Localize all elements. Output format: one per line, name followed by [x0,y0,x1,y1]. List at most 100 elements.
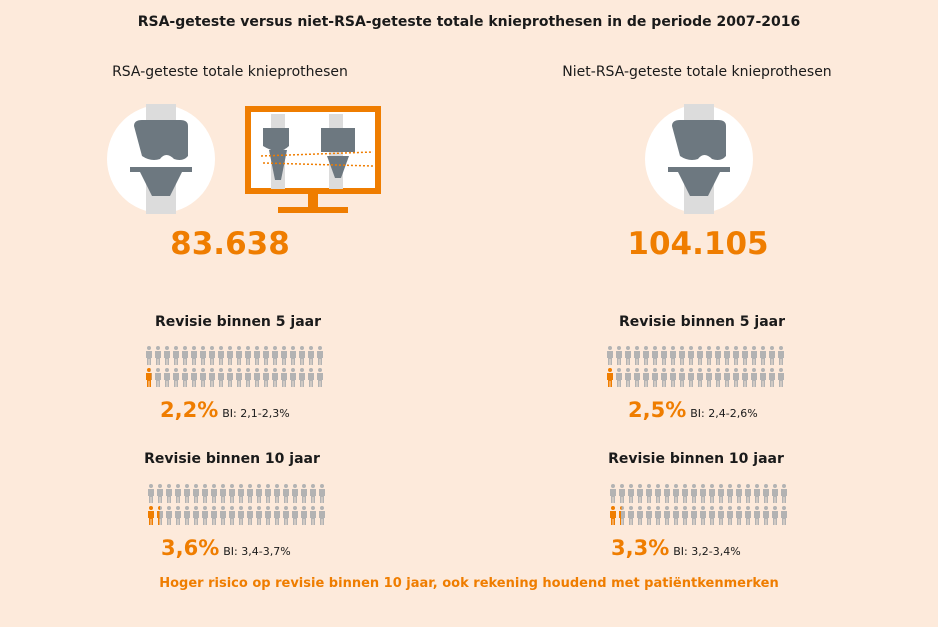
person-icon [247,484,253,503]
person-icon [272,346,278,365]
person-icon [283,506,289,525]
person-icon [290,346,296,365]
person-icon [175,484,181,503]
person-icon [646,506,652,525]
person-icon [319,506,325,525]
person-icon [637,506,643,525]
person-icon [643,368,649,387]
person-icon [751,368,757,387]
person-icon [655,484,661,503]
person-icon [301,484,307,503]
person-icon [733,368,739,387]
rsa-heading: RSA-geteste totale knieprothesen [112,64,348,80]
person-icon [727,484,733,503]
person-icon [200,368,206,387]
person-icon [308,346,314,365]
person-icon [236,368,242,387]
person-icon [173,346,179,365]
person-icon [763,484,769,503]
person-icon [655,506,661,525]
person-icon [682,484,688,503]
person-icon [625,368,631,387]
person-icon [182,368,188,387]
person-icon [247,506,253,525]
person-icon [688,368,694,387]
person-icon [691,506,697,525]
person-icon [718,484,724,503]
person-icon [308,368,314,387]
person-icon [754,506,760,525]
monitor-rsa-xray-icon [245,106,381,213]
person-icon [673,484,679,503]
non-rsa-rev5-pct: 2,5% [628,398,687,422]
person-icon [715,368,721,387]
person-icon [211,484,217,503]
infographic-title: RSA-geteste versus niet-RSA-geteste tota… [137,14,801,30]
non-rsa-count: 104.105 [627,226,769,262]
person-icon [281,346,287,365]
person-icon [211,506,217,525]
person-icon [182,346,188,365]
person-icon [281,368,287,387]
rsa-rev10-label: Revisie binnen 10 jaar [144,451,320,467]
person-icon [146,346,152,365]
rsa-rev10-ci: BI: 3,4-3,7% [223,545,291,558]
person-icon [209,346,215,365]
person-icon [652,368,658,387]
person-icon [157,484,163,503]
person-icon [272,368,278,387]
person-icon [238,484,244,503]
person-icon [706,368,712,387]
person-icon [229,484,235,503]
rsa-rev10-pictograph [147,484,327,525]
person-icon [679,368,685,387]
person-icon [227,346,233,365]
non-rsa-rev10-ci: BI: 3,2-3,4% [673,545,741,558]
person-icon [634,368,640,387]
non-rsa-rev10-pct: 3,3% [611,536,670,560]
person-icon [637,484,643,503]
person-icon [256,506,262,525]
person-icon [709,506,715,525]
person-icon [157,506,163,525]
person-icon [191,346,197,365]
person-icon [263,346,269,365]
person-icon [670,368,676,387]
person-icon [610,506,616,525]
non-rsa-heading: Niet-RSA-geteste totale knieprothesen [562,64,832,80]
non-rsa-rev10-result: 3,3% BI: 3,2-3,4% [611,536,741,560]
person-icon [166,484,172,503]
person-icon [265,506,271,525]
person-icon [245,346,251,365]
person-icon [229,506,235,525]
person-icon [317,346,323,365]
person-icon [760,368,766,387]
person-icon [769,346,775,365]
rsa-rev5-pct: 2,2% [160,398,219,422]
person-icon [292,506,298,525]
person-icon [155,368,161,387]
person-icon [751,346,757,365]
person-icon [715,346,721,365]
non-rsa-rev5-ci: BI: 2,4-2,6% [690,407,758,420]
person-icon [218,346,224,365]
rsa-rev5-ci: BI: 2,1-2,3% [222,407,290,420]
person-icon [643,346,649,365]
person-icon [310,484,316,503]
person-icon [191,368,197,387]
non-rsa-rev5-pictograph [606,346,786,387]
person-icon [763,506,769,525]
person-icon [254,368,260,387]
person-icon [202,506,208,525]
person-icon [166,506,172,525]
person-icon [772,506,778,525]
person-icon [274,506,280,525]
person-icon [299,368,305,387]
person-icon [155,346,161,365]
person-icon [769,368,775,387]
person-icon [736,484,742,503]
person-icon [754,484,760,503]
person-icon [745,506,751,525]
person-icon [661,346,667,365]
person-icon [184,484,190,503]
